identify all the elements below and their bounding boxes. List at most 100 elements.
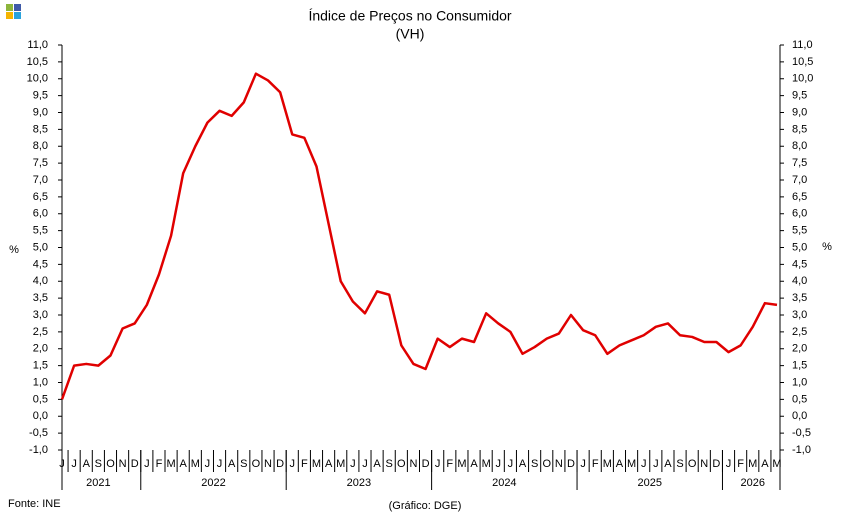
y-tick-label: 11,0	[27, 39, 48, 51]
year-label: 2026	[741, 477, 765, 489]
y-tick-label: 11,0	[792, 39, 813, 51]
y-tick-label: 3,0	[33, 309, 48, 321]
y-tick-label: 0,0	[792, 410, 807, 422]
x-tick-label: J	[71, 458, 77, 470]
y-tick-label: 10,5	[27, 56, 48, 68]
y-tick-label: 5,5	[792, 225, 807, 237]
x-tick-label: A	[180, 458, 188, 470]
x-tick-label: D	[567, 458, 575, 470]
x-tick-label: S	[240, 458, 247, 470]
y-tick-label: 2,5	[33, 326, 48, 338]
y-tick-label: 1,5	[792, 360, 807, 372]
y-tick-label: 0,5	[33, 393, 48, 405]
y-tick-label: 6,5	[33, 191, 48, 203]
x-tick-label: O	[397, 458, 406, 470]
y-tick-label: 2,0	[33, 343, 48, 355]
x-tick-label: J	[496, 458, 502, 470]
x-tick-label: M	[627, 458, 636, 470]
x-tick-label: N	[119, 458, 127, 470]
y-tick-label: 9,5	[792, 90, 807, 102]
x-tick-label: J	[144, 458, 150, 470]
x-tick-label: A	[616, 458, 624, 470]
x-tick-label: O	[688, 458, 697, 470]
credit: (Gráfico: DGE)	[389, 500, 462, 512]
x-tick-label: F	[737, 458, 744, 470]
x-tick-label: A	[519, 458, 527, 470]
year-label: 2023	[347, 477, 371, 489]
y-tick-label: 6,5	[792, 191, 807, 203]
x-tick-label: O	[542, 458, 551, 470]
x-tick-label: N	[409, 458, 417, 470]
x-tick-label: J	[217, 458, 223, 470]
y-tick-label: 4,5	[33, 258, 48, 270]
y-tick-label: 8,0	[792, 140, 807, 152]
y-tick-label: 7,5	[792, 157, 807, 169]
x-tick-label: O	[252, 458, 261, 470]
x-tick-label: D	[131, 458, 139, 470]
y-tick-label: 2,5	[792, 326, 807, 338]
y-tick-label: 4,0	[33, 275, 48, 287]
y-tick-label: -1,0	[792, 444, 811, 456]
y-tick-label: 1,0	[792, 376, 807, 388]
y-tick-label: 5,5	[33, 225, 48, 237]
year-label: 2021	[86, 477, 110, 489]
y-tick-label: 3,5	[792, 292, 807, 304]
x-tick-label: J	[205, 458, 211, 470]
x-tick-label: S	[676, 458, 683, 470]
x-tick-label: M	[748, 458, 757, 470]
y-tick-label: 4,0	[792, 275, 807, 287]
y-tick-label: 6,0	[33, 208, 48, 220]
y-tick-label: 5,0	[792, 241, 807, 253]
x-tick-label: J	[508, 458, 514, 470]
x-tick-label: M	[312, 458, 321, 470]
logo	[14, 4, 21, 11]
x-tick-label: N	[264, 458, 272, 470]
chart-subtitle: (VH)	[396, 26, 425, 42]
x-tick-label: M	[191, 458, 200, 470]
y-tick-label: 8,0	[33, 140, 48, 152]
y-tick-label: -1,0	[29, 444, 48, 456]
logo	[14, 12, 21, 19]
x-tick-label: A	[470, 458, 478, 470]
y-tick-label: 6,0	[792, 208, 807, 220]
x-tick-label: J	[653, 458, 659, 470]
y-tick-label: 8,5	[792, 123, 807, 135]
x-tick-label: F	[156, 458, 163, 470]
y-tick-label: 9,0	[33, 106, 48, 118]
year-label: 2022	[201, 477, 225, 489]
x-tick-label: N	[700, 458, 708, 470]
x-tick-label: D	[276, 458, 284, 470]
x-tick-label: M	[166, 458, 175, 470]
x-tick-label: J	[350, 458, 356, 470]
x-tick-label: M	[336, 458, 345, 470]
x-tick-label: N	[555, 458, 563, 470]
x-tick-label: A	[373, 458, 381, 470]
x-tick-label: O	[106, 458, 115, 470]
x-tick-label: F	[592, 458, 599, 470]
y-tick-label: 0,5	[792, 393, 807, 405]
x-tick-label: A	[664, 458, 672, 470]
line	[60, 72, 778, 400]
source: Fonte: INE	[8, 498, 61, 510]
y-tick-label: 2,0	[792, 343, 807, 355]
x-tick-label: J	[641, 458, 647, 470]
y-tick-label: 9,5	[33, 90, 48, 102]
x-tick-label: D	[712, 458, 720, 470]
y-tick-label: 8,5	[33, 123, 48, 135]
logo	[6, 12, 13, 19]
year-label: 2024	[492, 477, 516, 489]
y-tick-label: 10,0	[792, 73, 813, 85]
y-axis-label: %	[9, 244, 19, 256]
x-tick-label: J	[726, 458, 732, 470]
y-tick-label: 5,0	[33, 241, 48, 253]
x-tick-label: F	[446, 458, 453, 470]
chart-title: Índice de Preços no Consumidor	[308, 8, 511, 24]
x-tick-label: J	[59, 458, 65, 470]
year-label: 2025	[638, 477, 662, 489]
y-tick-label: 7,0	[792, 174, 807, 186]
x-tick-label: S	[531, 458, 538, 470]
y-tick-label: 10,0	[27, 73, 48, 85]
x-tick-label: J	[362, 458, 368, 470]
y-axis-label: %	[822, 241, 832, 253]
